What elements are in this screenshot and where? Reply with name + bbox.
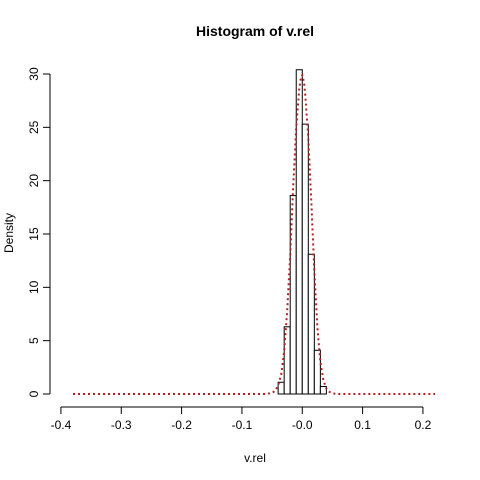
x-tick-label: -0.0 bbox=[292, 418, 313, 432]
y-tick-label: 5 bbox=[27, 337, 41, 344]
x-axis-label: v.rel bbox=[244, 451, 266, 465]
x-tick-label: 0.2 bbox=[415, 418, 432, 432]
chart-title: Histogram of v.rel bbox=[196, 23, 314, 39]
y-tick-label: 15 bbox=[27, 227, 41, 241]
x-tick-label: -0.3 bbox=[111, 418, 132, 432]
x-tick-label: -0.1 bbox=[232, 418, 253, 432]
histogram-bar bbox=[283, 326, 291, 395]
y-tick-label: 30 bbox=[27, 67, 41, 81]
histogram-bar bbox=[313, 349, 321, 395]
y-axis: 0 5 10 15 20 25 30 bbox=[27, 67, 51, 397]
histogram-bar bbox=[295, 69, 303, 395]
y-tick-label: 25 bbox=[27, 120, 41, 134]
histogram-bar bbox=[319, 386, 327, 395]
histogram-bar bbox=[307, 253, 315, 395]
x-tick-label: 0.1 bbox=[354, 418, 371, 432]
density-curve bbox=[73, 73, 435, 395]
density-curve-line bbox=[73, 73, 435, 395]
x-tick-label: -0.2 bbox=[171, 418, 192, 432]
y-tick-label: 10 bbox=[27, 280, 41, 294]
y-tick-label: 20 bbox=[27, 174, 41, 188]
x-axis: -0.4 -0.3 -0.2 -0.1 -0.0 0.1 0.2 bbox=[51, 406, 432, 432]
histogram-bar bbox=[301, 123, 309, 395]
histogram-bar bbox=[289, 195, 297, 395]
x-tick-label: -0.4 bbox=[51, 418, 72, 432]
y-tick-label: 0 bbox=[27, 390, 41, 397]
histogram-bars bbox=[277, 69, 327, 395]
y-axis-label: Density bbox=[2, 213, 16, 253]
